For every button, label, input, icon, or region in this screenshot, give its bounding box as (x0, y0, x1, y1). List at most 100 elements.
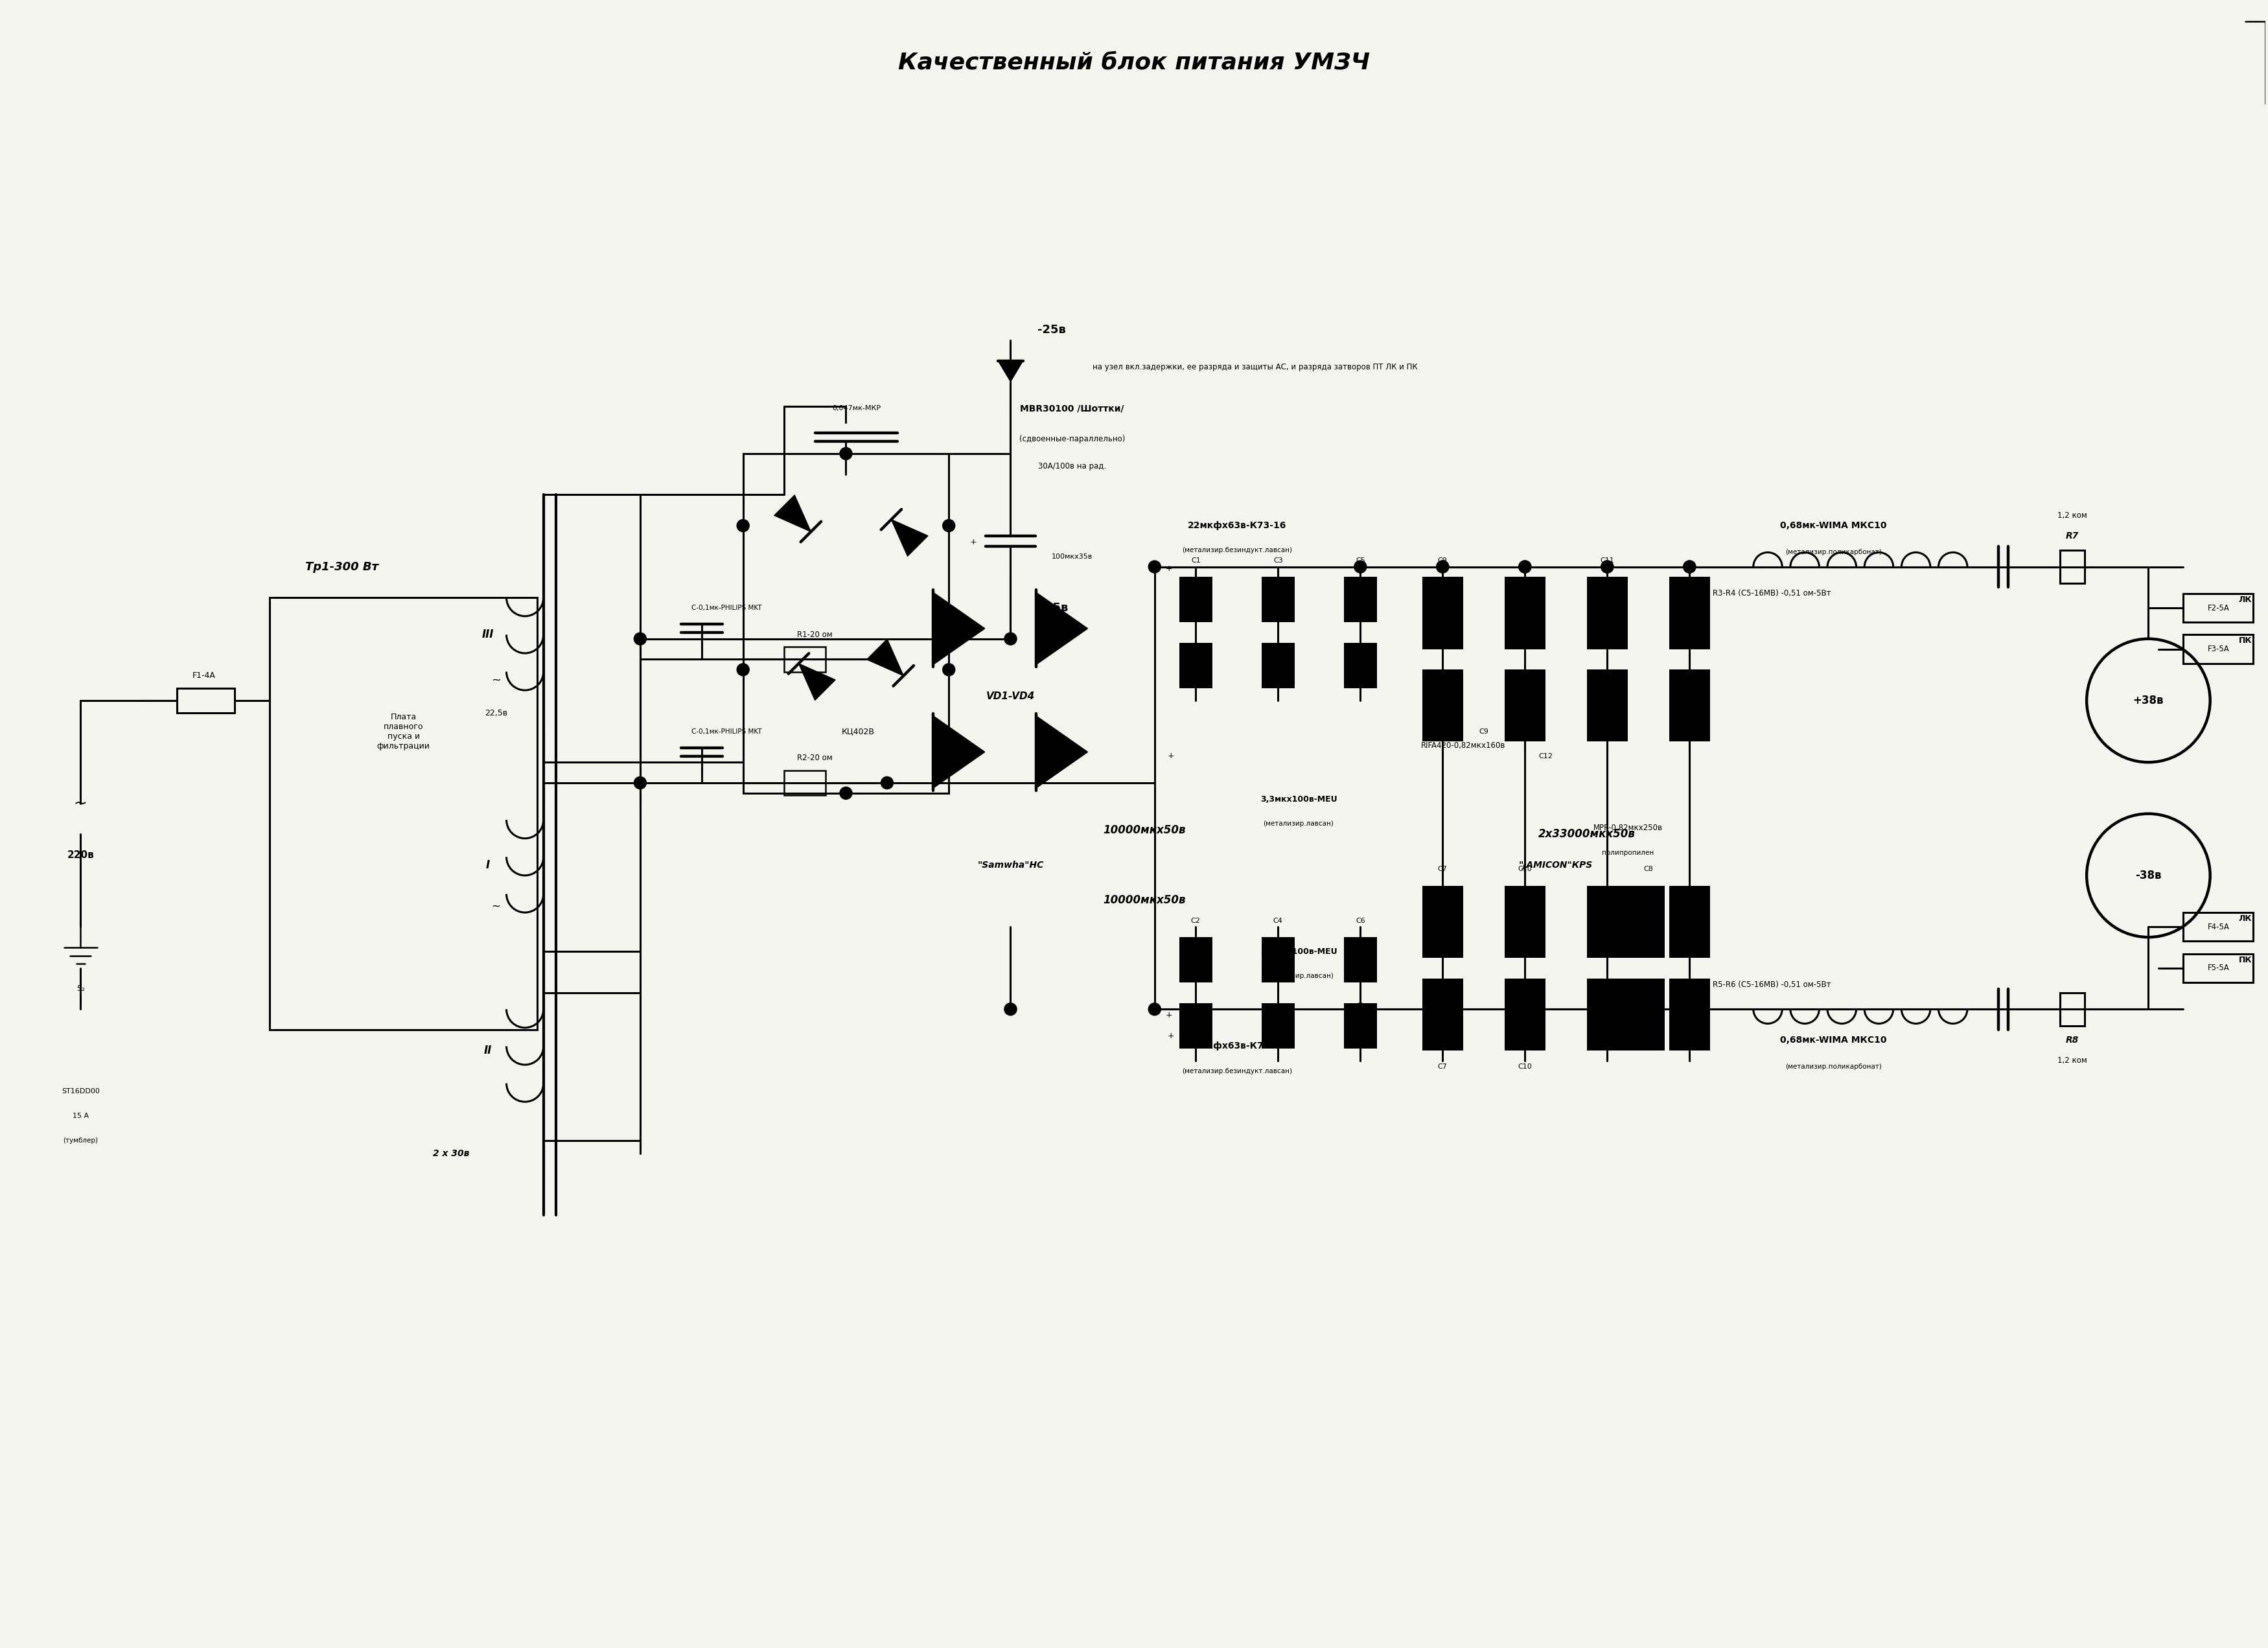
Bar (1179, 577, 1211, 623)
Bar (1422, 669, 1463, 742)
Text: MBR30100 /Шоттки/: MBR30100 /Шоттки/ (1021, 404, 1125, 414)
Circle shape (943, 664, 955, 676)
Text: полипропилен: полипропилен (1601, 850, 1653, 855)
Bar (1588, 577, 1628, 649)
Circle shape (1601, 1004, 1613, 1015)
Bar (1422, 979, 1463, 1050)
Text: 220в: 220в (68, 850, 93, 860)
Text: C6: C6 (1356, 918, 1365, 925)
Text: Плата
плавного
пуска и
фильтрации: Плата плавного пуска и фильтрации (376, 712, 431, 750)
Text: I: I (485, 859, 490, 872)
Text: +: + (1166, 1012, 1173, 1020)
Circle shape (1601, 560, 1613, 574)
Text: C11: C11 (1601, 557, 1615, 564)
Text: (метализир.безиндукт.лавсан): (метализир.безиндукт.лавсан) (1182, 1068, 1293, 1074)
Circle shape (635, 776, 646, 789)
Circle shape (839, 447, 853, 460)
Text: RIFA420-0,82мкх160в: RIFA420-0,82мкх160в (1422, 742, 1506, 750)
Text: R7: R7 (2066, 531, 2080, 541)
Polygon shape (1036, 593, 1089, 664)
Circle shape (1601, 1004, 1613, 1015)
Text: 0,68мк-WIMA МКС10: 0,68мк-WIMA МКС10 (1780, 521, 1887, 531)
Text: Качественный блок питания УМЗЧ: Качественный блок питания УМЗЧ (898, 51, 1370, 74)
Text: VD1-VD4: VD1-VD4 (987, 692, 1034, 702)
Text: 0,047мк-МКР: 0,047мк-МКР (832, 405, 880, 412)
Text: "Samwha"НС: "Samwha"НС (978, 860, 1043, 870)
Text: С-0,1мк-PHILIPS MKT: С-0,1мк-PHILIPS MKT (692, 605, 762, 611)
Text: ~: ~ (75, 796, 86, 811)
Circle shape (1520, 1004, 1531, 1015)
Bar (1628, 885, 1665, 957)
Text: II: II (483, 1045, 492, 1056)
Circle shape (1148, 1004, 1161, 1015)
Text: +25в: +25в (1034, 602, 1068, 613)
Text: Тр1-300 Вт: Тр1-300 Вт (306, 560, 379, 572)
Text: МРР-0,82мкх250в: МРР-0,82мкх250в (1592, 824, 1662, 832)
Circle shape (880, 653, 894, 666)
Polygon shape (866, 639, 903, 676)
Text: 15 А: 15 А (73, 1112, 88, 1119)
Text: ЛК: ЛК (2239, 595, 2252, 603)
Circle shape (1683, 1004, 1696, 1015)
Bar (1669, 979, 1710, 1050)
Text: R2-20 ом: R2-20 ом (798, 753, 832, 763)
Text: 22,5в: 22,5в (485, 709, 508, 717)
Text: F5-5А: F5-5А (2207, 964, 2229, 972)
Circle shape (1520, 560, 1531, 574)
Text: ~: ~ (492, 674, 501, 686)
Bar (1628, 979, 1665, 1050)
Bar (1261, 643, 1295, 689)
Bar (1422, 885, 1463, 957)
Text: (тумблер): (тумблер) (64, 1137, 98, 1144)
Circle shape (880, 776, 894, 789)
Text: C12: C12 (1538, 753, 1554, 760)
Bar (2184, 634, 2254, 664)
Bar (744, 453, 948, 793)
Text: -25в: -25в (1036, 325, 1066, 336)
Text: +: + (971, 537, 978, 545)
Text: 1,2 ком: 1,2 ком (2057, 511, 2087, 519)
Text: ~: ~ (492, 900, 501, 911)
Text: ПК: ПК (2239, 636, 2252, 644)
Text: F4-5А: F4-5А (2207, 923, 2229, 931)
Bar (1588, 669, 1628, 742)
Text: (метализир.лавсан): (метализир.лавсан) (1263, 821, 1334, 827)
Circle shape (1436, 1004, 1449, 1015)
Bar (177, 689, 236, 714)
Text: R1-20 ом: R1-20 ом (798, 631, 832, 639)
Circle shape (635, 633, 646, 644)
Bar (1261, 938, 1295, 982)
Bar (1261, 1004, 1295, 1048)
Text: C9: C9 (1479, 728, 1488, 735)
Bar (270, 598, 538, 1030)
Text: C8: C8 (1644, 867, 1653, 872)
Text: 2х33000мкх50в: 2х33000мкх50в (1538, 829, 1635, 840)
Circle shape (1005, 633, 1016, 644)
Text: ПК: ПК (2239, 956, 2252, 964)
Text: 100мкх35в: 100мкх35в (1052, 554, 1093, 560)
Text: +: + (1168, 751, 1175, 760)
Text: C10: C10 (1517, 867, 1531, 872)
Text: на узел вкл.задержки, ее разряда и защиты АС, и разряда затворов ПТ ЛК и ПК: на узел вкл.задержки, ее разряда и защит… (1093, 363, 1418, 371)
Circle shape (1520, 1004, 1531, 1015)
Circle shape (1683, 1004, 1696, 1015)
Text: +: + (1168, 1032, 1175, 1040)
Text: ST16DD00: ST16DD00 (61, 1088, 100, 1094)
Bar (1345, 577, 1377, 623)
Text: C11: C11 (1601, 728, 1615, 735)
Bar (1504, 979, 1545, 1050)
Text: +38в: +38в (2132, 695, 2164, 707)
Circle shape (1148, 560, 1161, 574)
Circle shape (1005, 1004, 1016, 1015)
Bar (785, 771, 826, 796)
Polygon shape (891, 519, 928, 555)
Bar (2184, 913, 2254, 941)
Circle shape (1436, 1004, 1449, 1015)
Text: (метализир.поликарбонат): (метализир.поликарбонат) (1785, 549, 1882, 555)
Circle shape (943, 519, 955, 532)
Bar (2059, 992, 2084, 1025)
Text: 10000мкх50в: 10000мкх50в (1102, 895, 1186, 906)
Bar (1345, 938, 1377, 982)
Circle shape (1683, 560, 1696, 574)
Text: S₂: S₂ (77, 984, 84, 992)
